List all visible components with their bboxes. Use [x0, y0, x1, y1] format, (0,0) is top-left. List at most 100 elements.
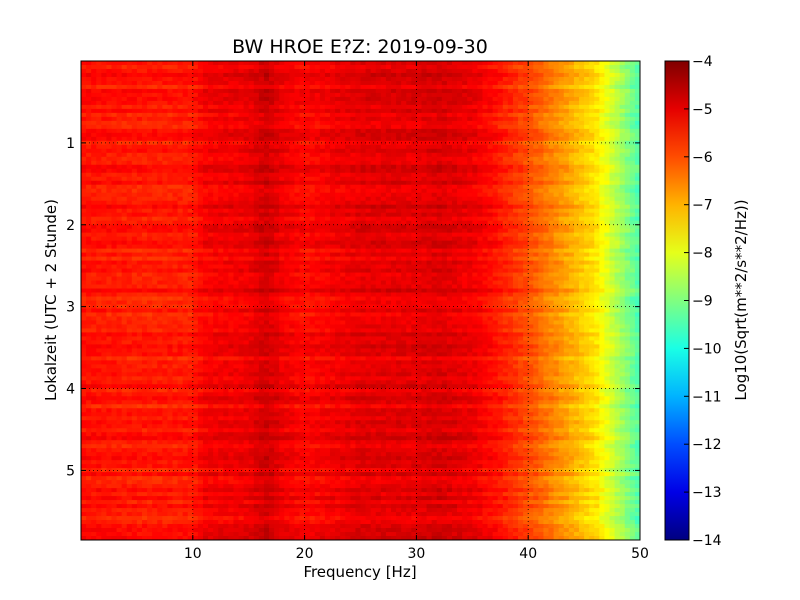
heatmap-cell	[96, 112, 102, 118]
heatmap-cell	[375, 108, 382, 114]
heatmap-cell	[538, 208, 545, 214]
heatmap-cell	[594, 156, 600, 162]
heatmap-cell	[233, 72, 240, 78]
heatmap-cell	[340, 168, 346, 174]
heatmap-cell	[324, 80, 331, 86]
heatmap-cell	[365, 128, 372, 134]
heatmap-cell	[274, 172, 280, 178]
heatmap-cell	[101, 68, 108, 74]
heatmap-cell	[385, 112, 392, 118]
heatmap-cell	[629, 88, 636, 94]
heatmap-cell	[619, 188, 626, 194]
heatmap-cell	[121, 212, 128, 218]
heatmap-cell	[579, 212, 585, 218]
heatmap-cell	[360, 152, 367, 158]
heatmap-cell	[497, 228, 504, 234]
heatmap-cell	[436, 136, 443, 142]
heatmap-cell	[406, 232, 412, 238]
heatmap-cell	[238, 224, 245, 230]
heatmap-cell	[594, 104, 600, 110]
heatmap-cell	[370, 124, 377, 130]
heatmap-cell	[116, 224, 123, 230]
heatmap-cell	[350, 104, 357, 110]
heatmap-cell	[472, 104, 478, 110]
heatmap-cell	[360, 100, 367, 106]
heatmap-cell	[233, 136, 240, 142]
heatmap-cell	[594, 188, 600, 194]
heatmap-cell	[223, 61, 229, 66]
heatmap-cell	[634, 72, 640, 78]
heatmap-cell	[451, 212, 458, 218]
heatmap-cell	[380, 61, 387, 66]
heatmap-cell	[330, 208, 336, 214]
heatmap-cell	[594, 96, 600, 102]
heatmap-cell	[401, 164, 407, 170]
heatmap-cell	[182, 180, 189, 186]
heatmap-cell	[202, 180, 209, 186]
heatmap-cell	[604, 228, 611, 234]
heatmap-cell	[187, 88, 194, 94]
heatmap-cell	[619, 112, 626, 118]
heatmap-cell	[136, 172, 143, 178]
heatmap-cell	[573, 204, 580, 210]
heatmap-cell	[147, 180, 153, 186]
heatmap-cell	[385, 228, 392, 234]
heatmap-cell	[416, 236, 423, 242]
heatmap-cell	[269, 64, 275, 70]
heatmap-cell	[335, 148, 341, 154]
heatmap-cell	[568, 80, 575, 86]
heatmap-cell	[248, 216, 255, 222]
heatmap-cell	[167, 236, 174, 242]
heatmap-cell	[614, 64, 621, 70]
heatmap-cell	[345, 180, 351, 186]
heatmap-cell	[380, 200, 387, 206]
heatmap-cell	[467, 188, 473, 194]
heatmap-cell	[218, 220, 224, 226]
heatmap-cell	[233, 76, 240, 82]
heatmap-cell	[497, 96, 504, 102]
heatmap-cell	[629, 128, 636, 134]
heatmap-cell	[619, 132, 626, 138]
heatmap-cell	[228, 188, 235, 194]
heatmap-cell	[152, 140, 158, 146]
heatmap-cell	[274, 104, 280, 110]
heatmap-cell	[96, 68, 102, 74]
heatmap-cell	[111, 140, 118, 146]
heatmap-cell	[446, 88, 453, 94]
heatmap-cell	[319, 232, 326, 238]
heatmap-cell	[538, 84, 545, 90]
heatmap-cell	[187, 240, 194, 246]
heatmap-cell	[543, 208, 550, 214]
heatmap-cell	[274, 192, 280, 198]
heatmap-cell	[528, 192, 534, 198]
heatmap-cell	[502, 152, 509, 158]
heatmap-cell	[126, 228, 133, 234]
heatmap-cell	[116, 204, 123, 210]
heatmap-cell	[446, 216, 453, 222]
heatmap-cell	[141, 228, 148, 234]
heatmap-cell	[314, 192, 321, 198]
heatmap-cell	[314, 128, 321, 134]
heatmap-cell	[167, 72, 174, 78]
heatmap-cell	[294, 164, 301, 170]
heatmap-cell	[451, 192, 458, 198]
heatmap-cell	[136, 72, 143, 78]
heatmap-cell	[614, 76, 621, 82]
heatmap-cell	[609, 216, 616, 222]
heatmap-cell	[406, 84, 412, 90]
heatmap-cell	[345, 100, 351, 106]
heatmap-cell	[396, 148, 402, 154]
heatmap-cell	[228, 104, 235, 110]
heatmap-cell	[228, 148, 235, 154]
heatmap-cell	[121, 112, 128, 118]
heatmap-cell	[390, 164, 397, 170]
heatmap-cell	[528, 120, 534, 126]
heatmap-cell	[497, 232, 504, 238]
heatmap-cell	[147, 96, 153, 102]
heatmap-cell	[213, 61, 219, 66]
heatmap-cell	[568, 184, 575, 190]
heatmap-cell	[436, 196, 443, 202]
heatmap-cell	[299, 204, 306, 210]
heatmap-cell	[457, 216, 463, 222]
heatmap-cell	[162, 168, 168, 174]
